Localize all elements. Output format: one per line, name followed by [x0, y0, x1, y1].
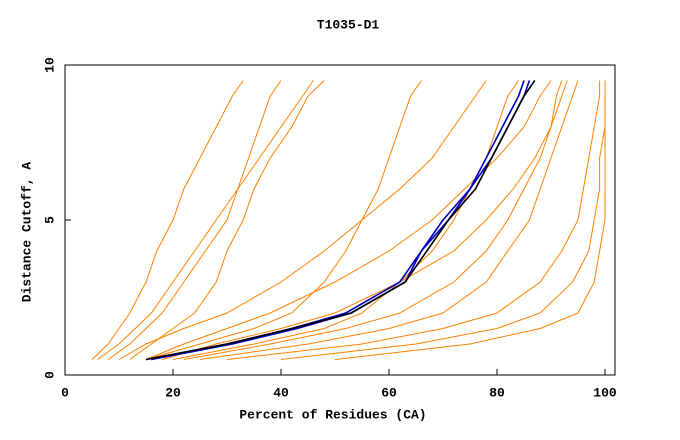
series-line — [118, 80, 487, 360]
series-line — [145, 80, 552, 360]
series-line — [145, 80, 422, 360]
series-line — [172, 80, 520, 360]
series-line — [162, 80, 568, 360]
series-line — [226, 80, 601, 360]
series-line — [334, 80, 606, 360]
y-tick-label: 0 — [42, 371, 57, 379]
series-line — [183, 80, 563, 360]
series-line — [145, 80, 536, 361]
x-tick-label: 100 — [593, 385, 617, 400]
series-line — [107, 80, 282, 360]
x-tick-label: 20 — [165, 385, 181, 400]
series-line — [97, 80, 314, 360]
series-line — [199, 80, 579, 360]
series-line — [91, 80, 244, 360]
x-tick-label: 80 — [489, 385, 505, 400]
x-tick-label: 40 — [273, 385, 289, 400]
x-tick-label: 60 — [381, 385, 397, 400]
y-tick-label: 5 — [42, 216, 57, 224]
series-line — [151, 80, 531, 361]
x-axis-label: Percent of Residues (CA) — [239, 407, 426, 422]
series-line — [129, 80, 325, 360]
x-tick-label: 0 — [61, 385, 69, 400]
y-tick-label: 10 — [42, 57, 57, 73]
chart-title: T1035-D1 — [317, 17, 380, 32]
y-axis-label: Distance Cutoff, A — [19, 162, 34, 303]
